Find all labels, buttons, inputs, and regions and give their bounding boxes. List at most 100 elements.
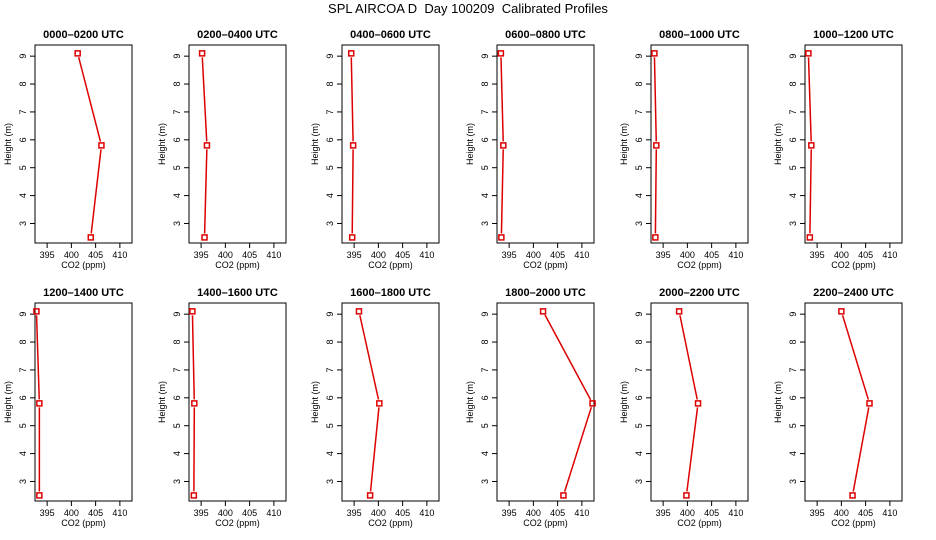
y-axis-label: Height (m) xyxy=(465,123,475,165)
x-tick-label: 395 xyxy=(656,508,671,518)
y-tick-label: 3 xyxy=(172,479,182,484)
y-tick-label: 8 xyxy=(788,340,798,345)
y-tick-label: 9 xyxy=(634,312,644,317)
data-point xyxy=(497,50,505,57)
y-tick-label: 3 xyxy=(325,221,335,226)
y-axis-label: Height (m) xyxy=(619,381,629,423)
y-tick-label: 9 xyxy=(18,54,28,59)
data-point xyxy=(366,492,374,499)
y-tick-label: 6 xyxy=(325,395,335,400)
panel-title: 1000–1200 UTC xyxy=(813,29,894,41)
series-line xyxy=(500,57,504,142)
data-point xyxy=(652,234,659,241)
y-tick-label: 3 xyxy=(18,479,28,484)
data-point xyxy=(683,492,690,499)
x-tick-label: 395 xyxy=(502,250,517,260)
x-axis-label: CO2 (ppm) xyxy=(523,260,568,270)
y-tick-label: 8 xyxy=(325,340,335,345)
y-tick-label: 4 xyxy=(172,193,182,198)
x-tick-label: 405 xyxy=(88,250,103,260)
x-tick-label: 405 xyxy=(242,250,257,260)
x-tick-label: 410 xyxy=(882,508,897,518)
y-tick-label: 9 xyxy=(480,312,490,317)
y-tick-label: 3 xyxy=(634,479,644,484)
x-axis-label: CO2 (ppm) xyxy=(61,260,106,270)
x-tick-label: 410 xyxy=(728,508,743,518)
y-tick-label: 7 xyxy=(325,367,335,372)
x-tick-label: 405 xyxy=(704,250,719,260)
panel-title: 1800–2000 UTC xyxy=(505,287,586,299)
y-tick-label: 5 xyxy=(788,423,798,428)
y-tick-label: 7 xyxy=(634,109,644,114)
y-tick-label: 6 xyxy=(172,395,182,400)
data-point xyxy=(33,308,40,315)
y-tick-label: 4 xyxy=(325,451,335,456)
y-axis-label: Height (m) xyxy=(465,381,475,423)
x-tick-label: 400 xyxy=(834,250,849,260)
y-tick-label: 3 xyxy=(788,221,798,226)
panel-2: 0400–0600 UTC 3 4 5 6 7 8 9 395 400 405 410 CO2 (ppm… xyxy=(310,29,440,270)
x-axis-label: CO2 (ppm) xyxy=(831,260,876,270)
y-axis-label: Height (m) xyxy=(3,381,13,423)
data-point xyxy=(98,142,105,149)
y-tick-label: 7 xyxy=(172,109,182,114)
plot-frame xyxy=(650,302,749,502)
x-tick-label: 410 xyxy=(574,250,589,260)
y-tick-label: 4 xyxy=(634,193,644,198)
y-tick-label: 4 xyxy=(480,451,490,456)
y-axis-label: Height (m) xyxy=(310,123,320,165)
y-tick-label: 4 xyxy=(788,193,798,198)
y-tick-label: 8 xyxy=(634,340,644,345)
series-line xyxy=(654,149,658,234)
y-tick-label: 6 xyxy=(18,137,28,142)
data-point xyxy=(36,400,43,407)
y-tick-label: 6 xyxy=(172,137,182,142)
x-tick-label: 410 xyxy=(112,508,127,518)
x-axis-label: CO2 (ppm) xyxy=(677,518,722,528)
x-axis-label: CO2 (ppm) xyxy=(215,260,260,270)
y-tick-label: 9 xyxy=(634,54,644,59)
y-tick-label: 7 xyxy=(480,109,490,114)
y-tick-label: 8 xyxy=(788,82,798,87)
series-line xyxy=(809,149,812,234)
y-tick-label: 8 xyxy=(480,340,490,345)
y-tick-label: 8 xyxy=(172,340,182,345)
y-tick-label: 9 xyxy=(788,312,798,317)
x-tick-label: 400 xyxy=(834,508,849,518)
data-point xyxy=(190,492,198,499)
y-axis-label: Height (m) xyxy=(619,123,629,165)
x-tick-label: 395 xyxy=(40,250,55,260)
y-tick-label: 8 xyxy=(172,82,182,87)
y-tick-label: 4 xyxy=(172,451,182,456)
y-tick-label: 6 xyxy=(634,395,644,400)
x-tick-label: 400 xyxy=(680,250,695,260)
y-tick-label: 7 xyxy=(480,367,490,372)
data-point xyxy=(694,400,702,407)
y-tick-label: 9 xyxy=(172,312,182,317)
data-point xyxy=(203,142,211,149)
x-tick-label: 395 xyxy=(40,508,55,518)
x-tick-label: 400 xyxy=(526,508,541,518)
x-axis-label: CO2 (ppm) xyxy=(523,518,568,528)
x-tick-label: 405 xyxy=(395,250,410,260)
panel-0: 0000–0200 UTC 3 4 5 6 7 8 9 395 400 405 410 CO2 (ppm… xyxy=(3,29,133,270)
data-point xyxy=(838,308,845,315)
series-line xyxy=(841,314,870,400)
data-point xyxy=(498,234,505,241)
x-tick-label: 395 xyxy=(347,508,362,518)
plot-frame xyxy=(804,302,903,502)
series-line xyxy=(679,315,698,400)
y-tick-label: 8 xyxy=(325,82,335,87)
x-tick-label: 400 xyxy=(371,508,386,518)
series-line xyxy=(653,57,658,142)
data-point xyxy=(651,50,658,57)
data-point xyxy=(201,234,208,241)
data-point xyxy=(589,400,596,407)
panel-title: 0200–0400 UTC xyxy=(197,29,278,41)
series-line xyxy=(852,407,870,492)
x-tick-label: 405 xyxy=(858,508,873,518)
y-axis-label: Height (m) xyxy=(157,123,167,165)
plot-frame xyxy=(188,302,287,502)
y-tick-label: 8 xyxy=(634,82,644,87)
series-line xyxy=(351,149,354,234)
